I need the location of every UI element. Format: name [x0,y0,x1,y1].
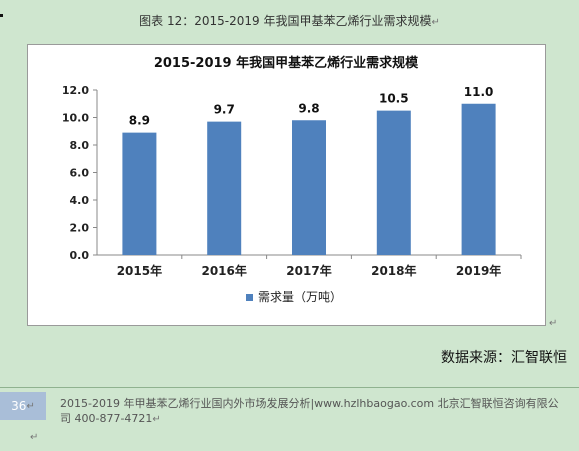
x-tick-label: 2019年 [456,263,501,278]
y-tick-label: 0.0 [70,249,90,262]
data-label: 9.7 [214,103,235,117]
figure-caption: 图表 12：2015-2019 年我国甲基苯乙烯行业需求规模↵ [139,14,440,28]
footer-divider [0,387,579,388]
legend-label: 需求量（万吨） [258,290,342,304]
legend-swatch [246,294,253,301]
x-tick-label: 2016年 [201,263,246,278]
x-tick-label: 2017年 [286,263,331,278]
page-number: 36 ↵ [0,392,46,420]
data-source: 数据来源：汇智联恒 [441,350,567,366]
y-tick-label: 10.0 [62,112,89,125]
page-footer: 2015-2019 年甲基苯乙烯行业国内外市场发展分析|www.hzlhbaog… [60,397,559,425]
chart-bars: 8.9 9.7 9.8 10.5 11.0 [122,85,496,255]
chart-legend: 需求量（万吨） [246,290,342,304]
data-label: 11.0 [464,85,494,99]
y-tick-label: 6.0 [70,167,90,180]
bar-2 [207,121,242,255]
corner-mark [0,14,3,17]
data-label: 8.9 [129,114,150,128]
bar-4 [376,110,411,255]
bar-5 [461,103,496,255]
bar-3 [292,120,326,255]
bar-1 [122,132,157,255]
x-tick-label: 2015年 [117,263,162,278]
chart-title: 2015-2019 年我国甲基苯乙烯行业需求规模 [154,55,419,71]
y-tick-label: 2.0 [70,222,90,235]
bar-chart: 2015-2019 年我国甲基苯乙烯行业需求规模 0.0 2.0 4.0 6.0 8.0… [62,55,522,304]
data-label: 9.8 [298,101,319,115]
x-tick-label: 2018年 [371,263,416,278]
y-tick-label: 12.0 [62,84,89,97]
chart-axes: 0.0 2.0 4.0 6.0 8.0 10.0 12.0 2015年 2016年 2017年 20… [62,84,522,278]
data-label: 10.5 [379,92,409,106]
y-tick-label: 8.0 [70,139,90,152]
chart-frame: 2015-2019 年我国甲基苯乙烯行业需求规模 0.0 2.0 4.0 6.0 8.0… [27,44,546,326]
y-tick-label: 4.0 [70,194,90,207]
